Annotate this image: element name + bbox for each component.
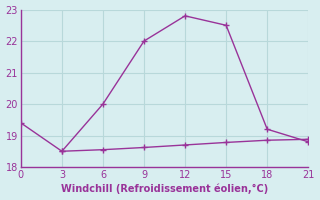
X-axis label: Windchill (Refroidissement éolien,°C): Windchill (Refroidissement éolien,°C) [61,184,268,194]
